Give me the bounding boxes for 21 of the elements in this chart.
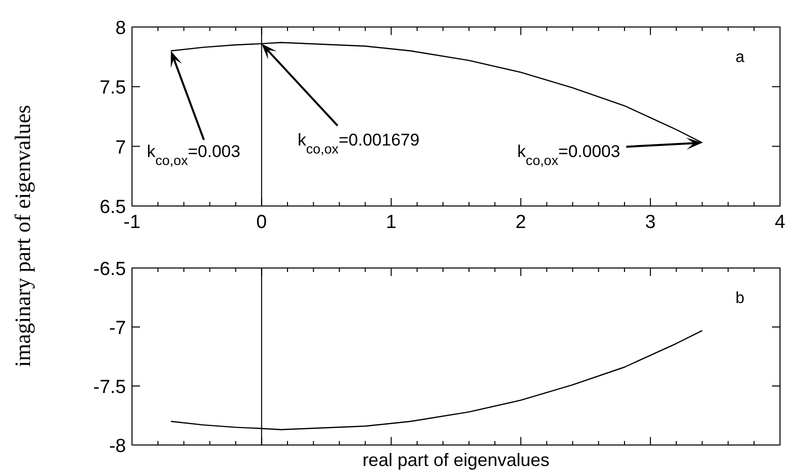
annotation: b — [736, 290, 745, 307]
x-tick-label: 3 — [645, 212, 656, 233]
annotation: k$_{co,ox}$=0.0003 — [517, 142, 620, 168]
y-axis-title: imaginary part of eigenvalues — [10, 104, 35, 368]
x-tick-label: 4 — [774, 212, 786, 233]
y-tick-label: -6.5 — [93, 259, 126, 280]
x-tick-label: 1 — [386, 212, 396, 233]
y-tick-label: 7 — [115, 137, 126, 158]
x-axis-title: real part of eigenvalues — [362, 450, 550, 470]
y-tick-label: 7.5 — [100, 78, 126, 99]
y-tick-label: -7.5 — [93, 377, 126, 398]
y-tick-label: 8 — [115, 18, 126, 39]
y-tick-label: -8 — [109, 436, 126, 457]
annotation: k$_{co,ox}$=0.003 — [146, 142, 240, 168]
annotation: k$_{co,ox}$=0.001679 — [298, 130, 420, 156]
x-tick-label: 0 — [256, 212, 267, 233]
y-tick-label: -7 — [109, 318, 126, 339]
x-tick-label: 2 — [516, 212, 526, 233]
y-tick-label: 6.5 — [100, 197, 126, 218]
x-tick-label: -1 — [124, 212, 140, 233]
annotation: a — [736, 49, 745, 66]
